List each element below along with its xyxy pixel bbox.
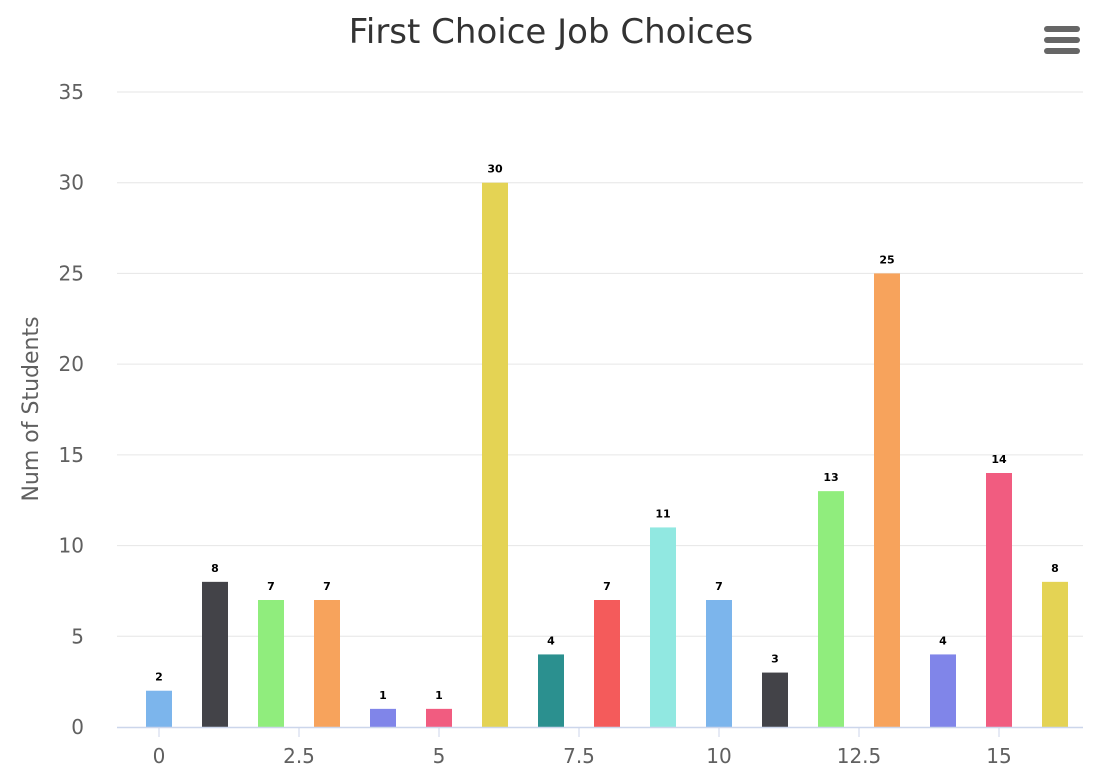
y-tick-label: 30: [59, 171, 84, 195]
x-tick-label: 10: [706, 744, 731, 768]
data-label: 7: [715, 580, 723, 593]
bar[interactable]: [930, 654, 956, 727]
data-label: 7: [267, 580, 275, 593]
chart-menu-button[interactable]: [1044, 26, 1080, 56]
bar[interactable]: [986, 473, 1012, 727]
chart-title: First Choice Job Choices: [348, 12, 754, 52]
data-label: 4: [547, 634, 555, 647]
hamburger-menu-icon-line: [1044, 48, 1080, 54]
data-label: 8: [211, 562, 219, 575]
x-tick-label: 0: [153, 744, 166, 768]
bar[interactable]: [538, 654, 564, 727]
data-label: 14: [991, 453, 1007, 466]
bar[interactable]: [202, 581, 228, 727]
bar[interactable]: [762, 672, 788, 727]
x-tick-label: 7.5: [563, 744, 595, 768]
bar[interactable]: [874, 273, 900, 727]
y-axis-title: Num of Students: [19, 316, 44, 501]
data-label: 3: [771, 653, 779, 666]
x-tick-label: 2.5: [283, 744, 315, 768]
bar[interactable]: [314, 600, 340, 727]
data-label: 25: [879, 253, 894, 266]
data-label: 4: [939, 634, 947, 647]
x-tick-label: 15: [986, 744, 1011, 768]
y-tick-label: 35: [59, 80, 84, 104]
data-label: 1: [379, 689, 387, 702]
data-label: 1: [435, 689, 443, 702]
x-axis: 0 2.5 5 7.5 10 12.5 15: [117, 726, 1083, 768]
bar[interactable]: [146, 690, 172, 727]
y-tick-label: 20: [59, 352, 84, 376]
x-tick-label: 5: [433, 744, 446, 768]
y-axis-tick-labels: 0 5 10 15 20 25 30 35: [59, 80, 84, 739]
data-label: 13: [823, 471, 838, 484]
data-label: 8: [1051, 562, 1059, 575]
y-tick-label: 25: [59, 261, 84, 285]
bar[interactable]: [818, 491, 844, 727]
bar[interactable]: [706, 600, 732, 727]
bar[interactable]: [594, 600, 620, 727]
y-tick-label: 10: [59, 534, 84, 558]
data-label: 7: [323, 580, 331, 593]
bar[interactable]: [426, 708, 452, 727]
hamburger-menu-icon-line: [1044, 37, 1080, 43]
data-label: 30: [487, 163, 503, 176]
y-tick-label: 5: [71, 624, 84, 648]
bar[interactable]: [650, 527, 676, 727]
hamburger-menu-icon: [1044, 26, 1080, 32]
bar[interactable]: [258, 600, 284, 727]
bar[interactable]: [482, 182, 508, 727]
grid-lines: [117, 91, 1083, 637]
y-tick-label: 0: [71, 715, 84, 739]
data-label: 7: [603, 580, 611, 593]
y-tick-label: 15: [59, 443, 84, 467]
data-label: 2: [155, 671, 163, 684]
bar[interactable]: [1042, 581, 1068, 727]
x-tick-label: 12.5: [837, 744, 882, 768]
bars: [146, 182, 1068, 727]
data-label: 11: [655, 507, 670, 520]
bar[interactable]: [370, 708, 396, 727]
